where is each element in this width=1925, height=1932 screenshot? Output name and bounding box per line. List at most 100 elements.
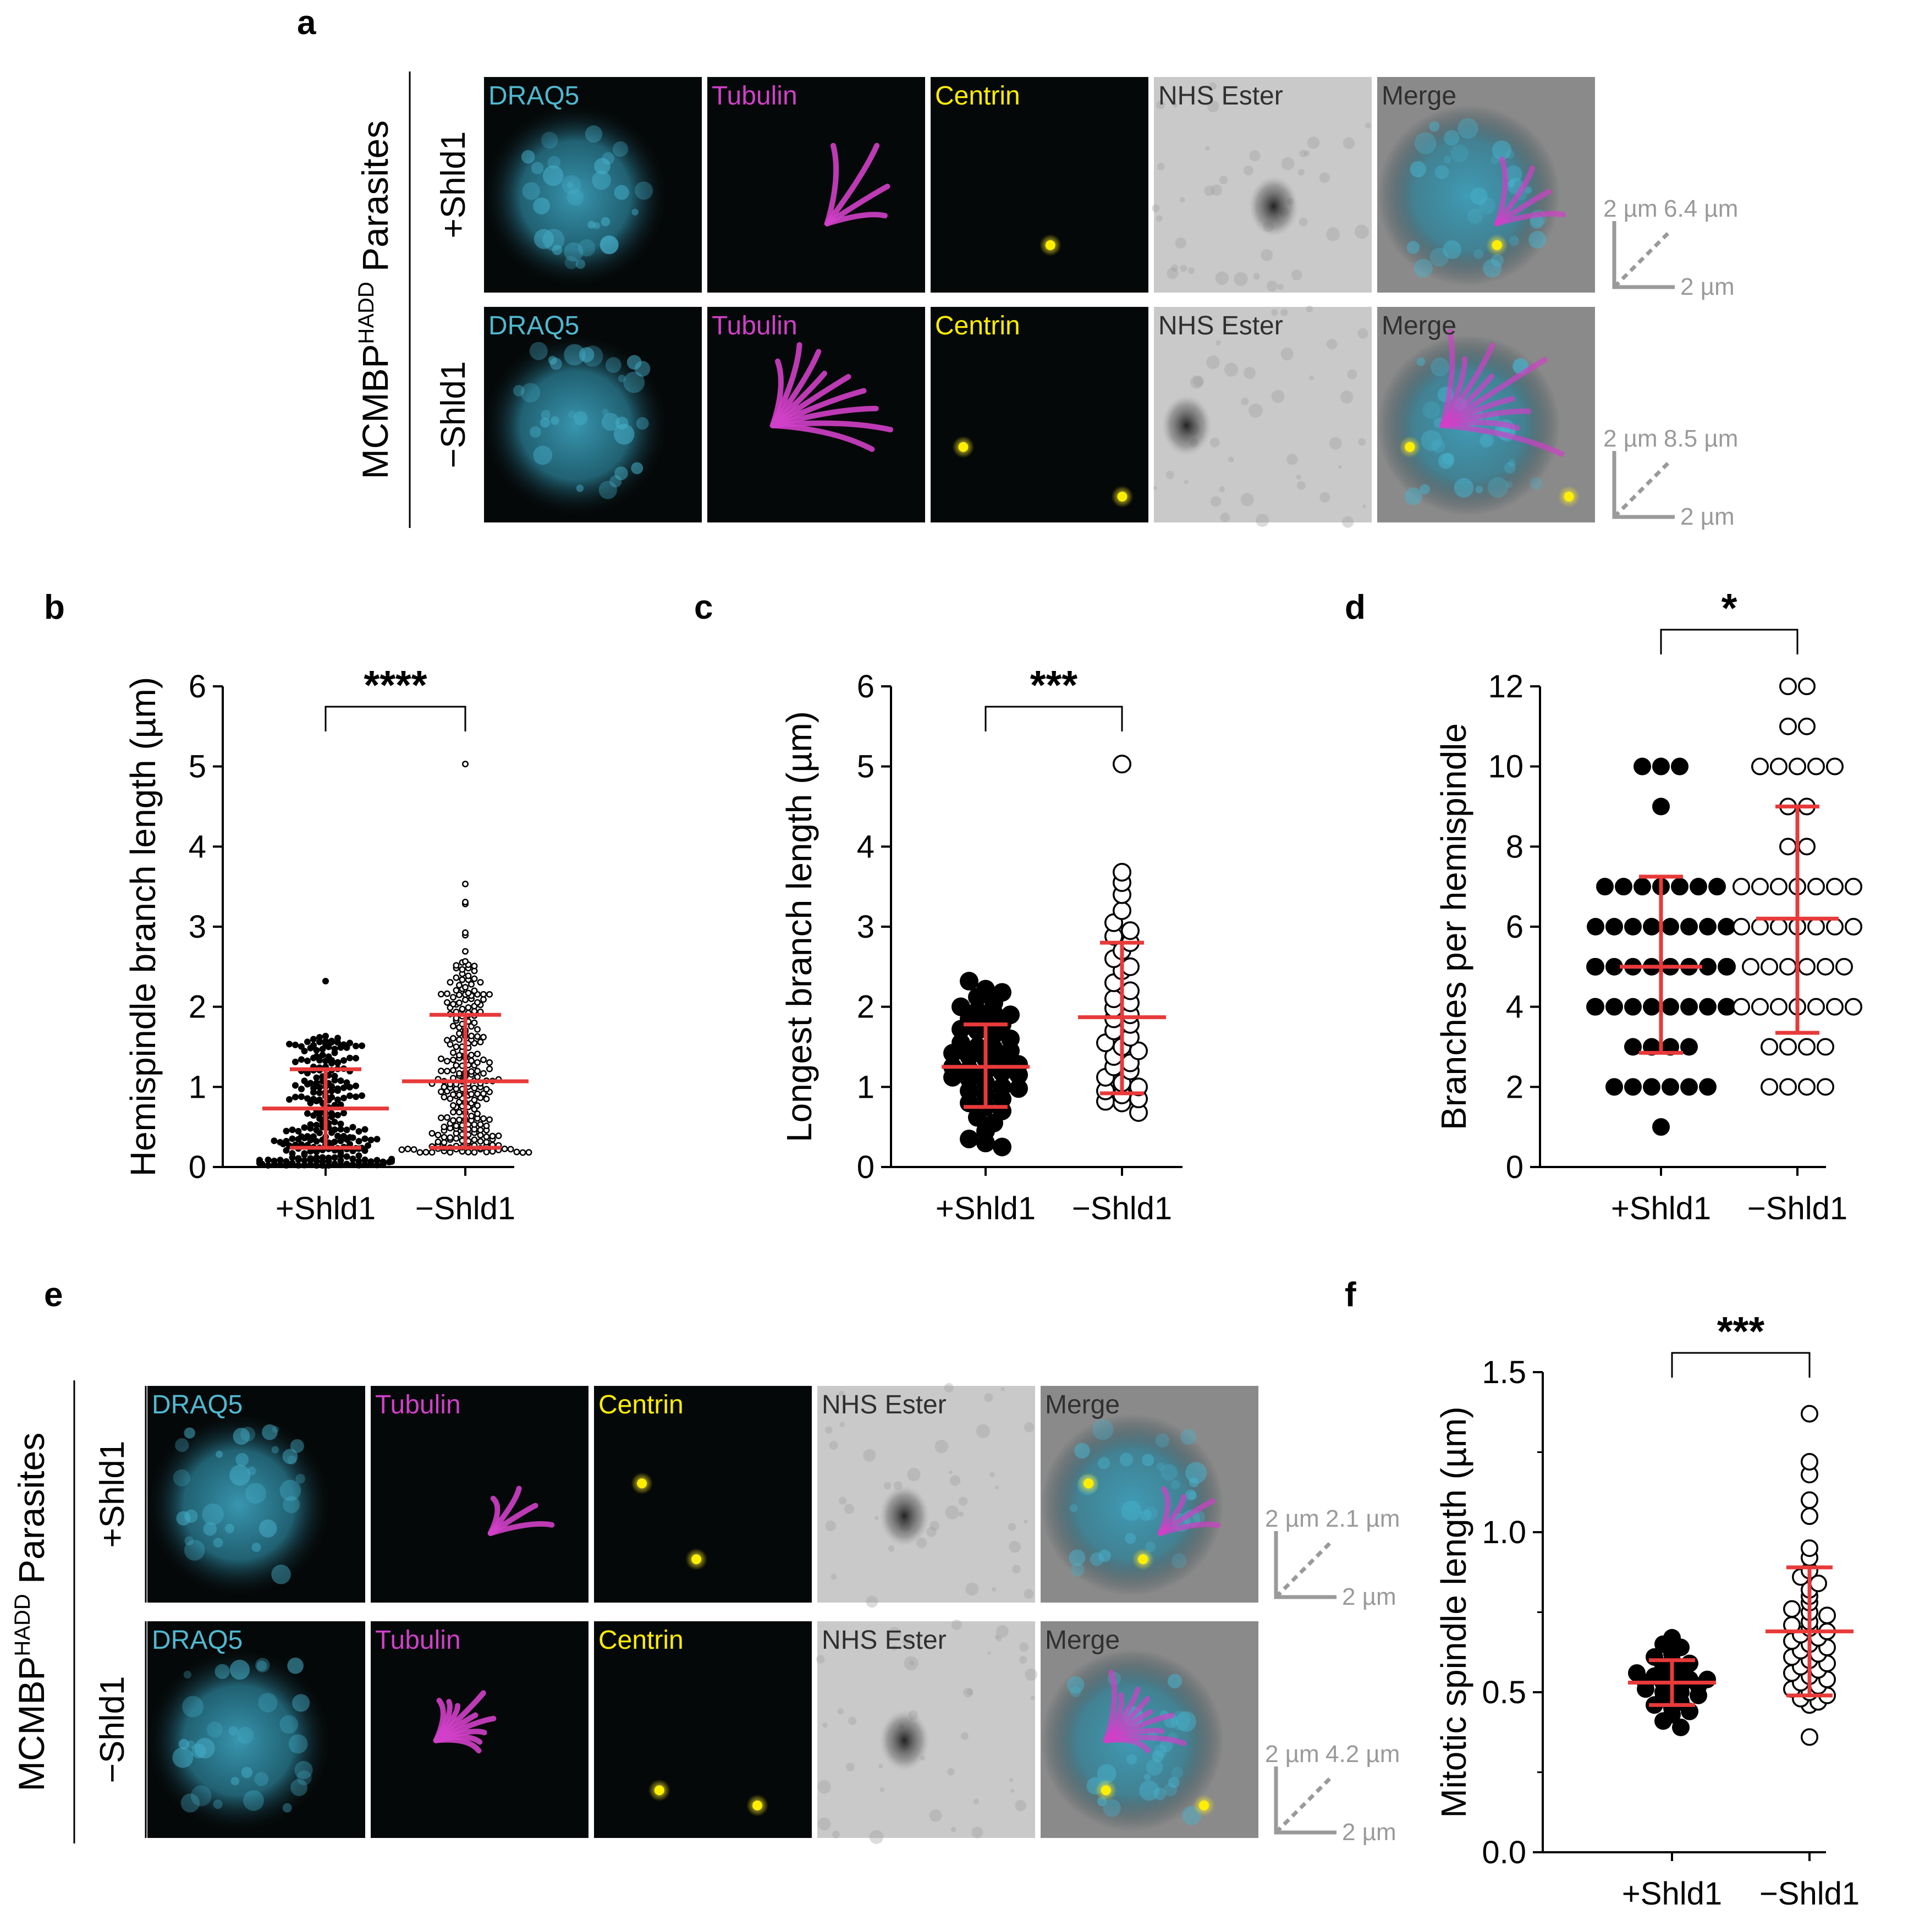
data-point [456, 1116, 463, 1124]
nhs-speck [907, 1468, 921, 1482]
nhs-speck [1019, 1642, 1028, 1652]
data-point [1779, 1038, 1797, 1056]
data-point [1672, 1719, 1690, 1737]
tubulin-branch [1157, 1521, 1221, 1536]
data-point [1129, 1077, 1148, 1097]
data-point [292, 1042, 299, 1049]
data-point [1770, 878, 1788, 896]
nhs-speck [825, 1426, 833, 1434]
data-point [1104, 989, 1123, 1009]
data-point [1699, 998, 1717, 1016]
nucleus-speck [1530, 214, 1544, 229]
data-point [325, 1053, 332, 1060]
nhs-speck [1205, 146, 1210, 151]
data-point [307, 1155, 314, 1162]
data-point [447, 1134, 454, 1141]
nucleus-speck [1492, 140, 1512, 160]
data-point [1718, 918, 1735, 935]
micrograph-draq5: DRAQ5 [483, 77, 702, 293]
data-point [1009, 1079, 1028, 1098]
nucleus-speck [582, 345, 603, 367]
scale-bottom-label: 2 µm [1680, 503, 1735, 530]
data-point [444, 999, 450, 1006]
data-point [471, 1149, 478, 1156]
data-point [1733, 998, 1750, 1016]
nhs-speck [1225, 320, 1230, 324]
nucleus-speck [1156, 1462, 1165, 1471]
nhs-speck [1307, 136, 1320, 149]
chart-c: 0 1 2 3 4 5 6 Longest branch length (µm) +Shld1 −… [779, 662, 1182, 1226]
nucleus-speck [1467, 208, 1483, 224]
data-point [404, 1146, 411, 1153]
data-point [525, 1149, 532, 1156]
channel-label: Merge [1045, 1626, 1120, 1655]
significance-bracket [1660, 629, 1799, 654]
nucleus-speck [614, 466, 628, 481]
data-point [1807, 878, 1825, 896]
data-point [316, 1038, 323, 1045]
panel-label-e: e [44, 1276, 63, 1314]
nucleus-speck [283, 1496, 300, 1513]
tubulin-branch [1494, 211, 1566, 227]
micrograph-tubulin: Tubulin [707, 307, 925, 522]
nhs-speck [944, 1383, 954, 1392]
nucleus-speck [1185, 1489, 1196, 1501]
channel-label: Tubulin [375, 1390, 461, 1419]
data-point [1634, 878, 1651, 896]
nucleus-speck [1487, 477, 1509, 498]
nhs-speck [1343, 137, 1355, 150]
channel-label: NHS Ester [1158, 81, 1283, 111]
data-point [367, 1158, 375, 1165]
data-point [1587, 998, 1604, 1016]
data-point [1845, 918, 1862, 935]
nucleus-speck [1097, 1764, 1116, 1784]
data-point [1662, 1078, 1679, 1096]
nhs-speck [926, 1527, 937, 1537]
data-point [1680, 998, 1698, 1016]
nhs-speck [987, 1651, 991, 1655]
data-point [340, 1109, 347, 1116]
data-point [1817, 1078, 1834, 1096]
nucleus-speck [182, 1696, 204, 1718]
data-point [1605, 1078, 1623, 1096]
nhs-speck [839, 1496, 847, 1505]
nhs-speck [1286, 453, 1298, 465]
data-point [486, 1116, 493, 1123]
nhs-speck [930, 1521, 939, 1531]
nucleus-speck [243, 1790, 264, 1811]
nhs-speck [837, 1708, 844, 1715]
nucleus-speck [1141, 1454, 1154, 1466]
data-point [1663, 1629, 1681, 1647]
y-tick-label: 12 [1488, 669, 1524, 704]
data-point [477, 1132, 484, 1139]
nucleus-speck [531, 162, 544, 174]
channel-label: Tubulin [712, 81, 798, 111]
nucleus-speck [631, 462, 644, 475]
data-point [477, 1126, 484, 1133]
scale-diagonal [1613, 460, 1671, 519]
data-point [438, 1055, 444, 1063]
data-point [1121, 921, 1140, 940]
data-point [456, 999, 463, 1006]
micrograph-nhs-ester: NHS Ester [1152, 77, 1372, 293]
data-point [1628, 1664, 1646, 1682]
nucleus-signal [1041, 1414, 1224, 1597]
nucleus-speck [1470, 187, 1488, 205]
nhs-speck [1024, 1520, 1028, 1524]
data-point [477, 1138, 484, 1145]
data-point [513, 1148, 520, 1155]
data-point [328, 1110, 335, 1117]
nucleus-speck [522, 182, 541, 200]
data-point [355, 1138, 362, 1145]
nucleus-speck [542, 165, 564, 186]
data-point [474, 999, 481, 1006]
nucleus-speck [533, 197, 551, 214]
centrin-core [1492, 240, 1502, 250]
nucleus-signal [147, 1649, 331, 1832]
nucleus-speck [529, 342, 548, 360]
centrin-core [1101, 1785, 1111, 1796]
micrograph-tubulin: Tubulin [371, 1621, 588, 1838]
channel-label: Merge [1045, 1390, 1120, 1419]
nucleus-speck [1171, 1553, 1187, 1568]
